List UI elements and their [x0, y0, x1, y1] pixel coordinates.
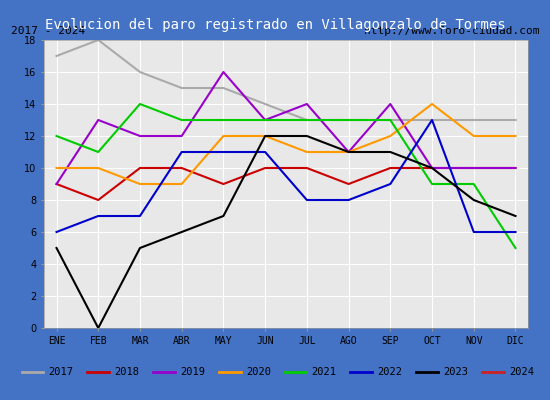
Text: 2018: 2018 — [114, 367, 139, 377]
Text: 2017: 2017 — [48, 367, 74, 377]
Text: 2021: 2021 — [312, 367, 337, 377]
Text: 2020: 2020 — [246, 367, 271, 377]
Text: 2022: 2022 — [377, 367, 403, 377]
Text: Evolucion del paro registrado en Villagonzalo de Tormes: Evolucion del paro registrado en Villago… — [45, 18, 505, 32]
Text: 2024: 2024 — [509, 367, 534, 377]
Text: http://www.foro-ciudad.com: http://www.foro-ciudad.com — [364, 26, 539, 36]
Text: 2019: 2019 — [180, 367, 205, 377]
Text: 2017 - 2024: 2017 - 2024 — [11, 26, 85, 36]
Text: 2023: 2023 — [443, 367, 468, 377]
